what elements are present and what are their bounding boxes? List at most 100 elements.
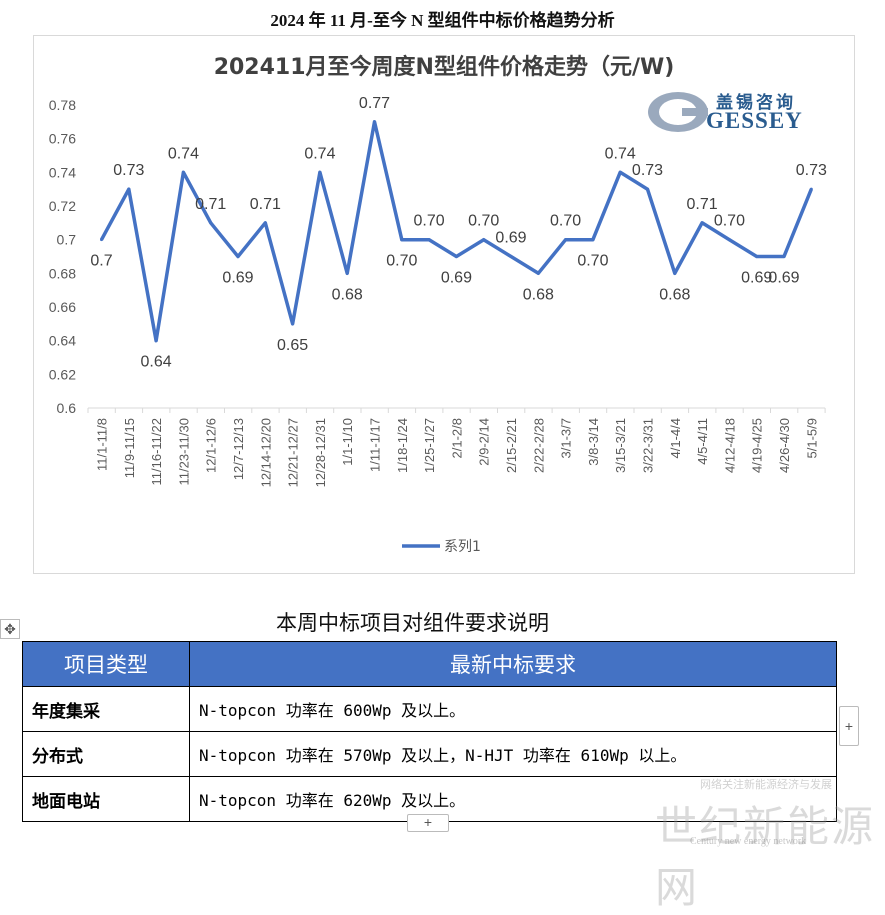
data-point: [482, 238, 486, 242]
x-tick-label: 12/28-12/31: [313, 418, 328, 487]
requirements-table: 项目类型 最新中标要求 年度集采 N-topcon 功率在 600Wp 及以上。…: [22, 641, 837, 822]
project-type-cell[interactable]: 分布式: [22, 731, 190, 777]
x-tick-label: 1/11-1/17: [368, 418, 383, 472]
data-label: 0.74: [168, 145, 199, 162]
requirement-cell[interactable]: N-topcon 功率在 600Wp 及以上。: [189, 686, 837, 732]
data-label: 0.73: [796, 162, 827, 179]
x-tick-label: 3/8-3/14: [586, 418, 601, 466]
data-point: [727, 238, 731, 242]
x-tick-label: 3/15-3/21: [613, 418, 628, 473]
x-tick-label: 4/12-4/18: [722, 418, 737, 473]
project-type-cell[interactable]: 地面电站: [22, 776, 190, 822]
data-point: [755, 255, 759, 258]
x-tick-label: 4/5-4/11: [695, 418, 710, 465]
data-label: 0.7: [90, 253, 112, 270]
data-point: [209, 221, 213, 225]
x-tick-label: 11/16-11/22: [149, 418, 164, 485]
data-point: [536, 271, 540, 275]
document-title: 2024 年 11 月-至今 N 型组件中标价格趋势分析: [270, 11, 615, 30]
data-label: 0.65: [277, 337, 308, 354]
data-point: [263, 221, 267, 225]
watermark-en: Century new energy network: [690, 836, 807, 847]
data-label: 0.69: [741, 270, 772, 287]
data-point: [591, 238, 595, 242]
line-chart: 202411月至今周度N型组件价格走势（元/W) 0.6 0.62 0.64 0.66 0…: [49, 54, 827, 555]
data-label: 0.73: [113, 162, 144, 179]
data-point: [509, 255, 513, 258]
x-tick-label: 5/1-5/9: [804, 418, 819, 458]
add-row-button[interactable]: +: [407, 814, 449, 832]
data-label: 0.71: [250, 196, 281, 213]
x-tick-label: 2/1-2/8: [449, 418, 464, 458]
x-tick-label: 4/26-4/30: [777, 418, 792, 473]
table-row: 年度集采 N-topcon 功率在 600Wp 及以上。: [22, 686, 837, 732]
logo-en-text: GESSEY: [706, 108, 803, 133]
data-label: 0.68: [332, 286, 363, 303]
data-label: 0.71: [687, 196, 718, 213]
header-latest-requirement: 最新中标要求: [189, 641, 837, 687]
project-type-cell[interactable]: 年度集采: [22, 686, 190, 732]
x-tick-label: 12/7-12/13: [231, 418, 246, 480]
y-tick-label: 0.66: [49, 299, 76, 315]
data-label: 0.64: [141, 354, 172, 371]
legend-label: 系列1: [444, 539, 481, 555]
y-tick-label: 0.62: [49, 366, 76, 382]
data-label: 0.74: [605, 145, 636, 162]
y-tick-label: 0.76: [49, 131, 76, 147]
x-tick-label: 4/1-4/4: [668, 418, 683, 458]
x-tick-label: 2/15-2/21: [504, 418, 519, 473]
chart-title: 202411月至今周度N型组件价格走势（元/W): [214, 54, 675, 80]
table-move-handle-icon[interactable]: ✥: [0, 619, 20, 639]
data-label: 0.70: [468, 213, 499, 230]
x-tick-label: 2/22-2/28: [531, 418, 546, 473]
data-point: [373, 120, 376, 124]
data-point: [345, 271, 349, 275]
data-point: [318, 170, 322, 174]
data-label: 0.69: [222, 270, 253, 287]
logo-cn-text: 盖锡咨询: [716, 93, 796, 113]
x-tick-label: 11/1-11/8: [95, 418, 110, 471]
data-label: 0.70: [414, 213, 445, 230]
add-column-button[interactable]: +: [839, 706, 859, 746]
series-line: [99, 120, 813, 343]
data-point: [700, 221, 704, 225]
y-tick-label: 0.68: [49, 265, 76, 281]
data-label: 0.68: [659, 286, 690, 303]
data-label: 0.71: [195, 196, 226, 213]
data-point: [809, 187, 813, 191]
gessey-logo: 盖锡咨询 GESSEY: [646, 88, 831, 136]
y-tick-label: 0.74: [49, 164, 76, 180]
x-tick-label: 3/1-3/7: [559, 418, 574, 458]
data-label: 0.70: [550, 213, 581, 230]
x-tick-label: 3/22-3/31: [641, 418, 656, 473]
data-label: 0.73: [632, 162, 663, 179]
x-tick-label: 12/14-12/20: [258, 418, 273, 487]
x-tick-label: 11/23-11/30: [176, 418, 191, 485]
data-label: 0.70: [577, 253, 608, 270]
data-point: [564, 238, 568, 242]
requirement-cell[interactable]: N-topcon 功率在 570Wp 及以上，N-HJT 功率在 610Wp 以…: [189, 731, 837, 777]
data-point: [646, 187, 649, 191]
x-tick-label: 2/9-2/14: [477, 418, 492, 466]
chart-frame[interactable]: 202411月至今周度N型组件价格走势（元/W) 0.6 0.62 0.64 0.66 0…: [33, 35, 855, 574]
watermark-logo: 世纪新能源网: [655, 802, 876, 912]
x-tick-label: 1/1-1/10: [340, 418, 355, 466]
header-project-type: 项目类型: [22, 641, 190, 687]
watermark-slogan: 网络关注新能源经济与发展: [700, 778, 832, 791]
data-point: [400, 238, 404, 242]
data-label: 0.69: [441, 270, 472, 287]
data-label: 0.69: [768, 270, 799, 287]
data-point: [291, 322, 295, 326]
data-point: [782, 255, 786, 258]
logo-mark-icon: [648, 92, 708, 132]
y-tick-label: 0.78: [49, 97, 76, 113]
data-label: 0.69: [495, 230, 526, 247]
data-point: [427, 238, 431, 242]
data-point: [618, 170, 622, 174]
table-row: 地面电站 N-topcon 功率在 620Wp 及以上。: [22, 776, 837, 822]
y-tick-label: 0.64: [49, 333, 76, 349]
data-point: [181, 170, 185, 174]
requirement-cell[interactable]: N-topcon 功率在 620Wp 及以上。: [189, 776, 837, 822]
y-tick-label: 0.7: [57, 232, 77, 248]
table-title: 本周中标项目对组件要求说明: [276, 611, 549, 635]
